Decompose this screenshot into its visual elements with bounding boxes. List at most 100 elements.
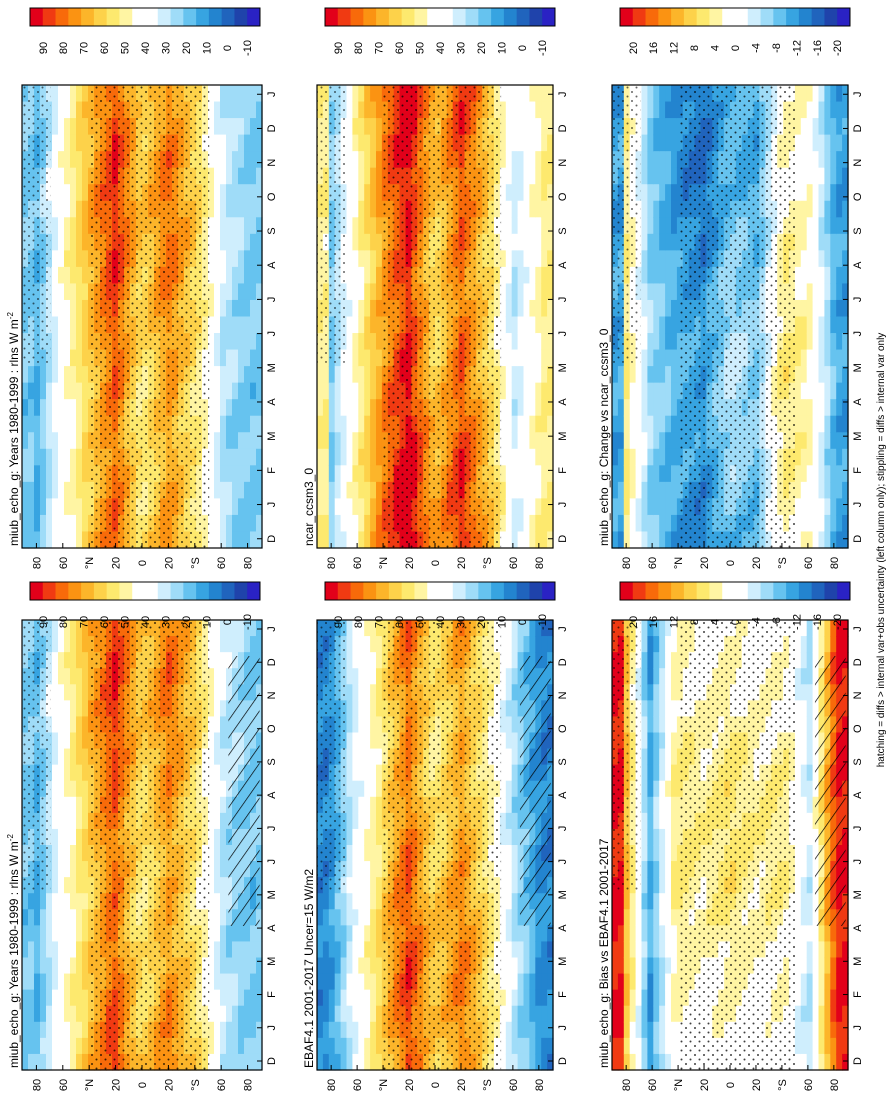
heatmap-cell: [623, 382, 631, 400]
heatmap-cell: [58, 134, 65, 152]
heatmap-cell: [499, 780, 507, 798]
heatmap-cell: [523, 349, 530, 367]
heatmap-cell: [523, 432, 530, 450]
heatmap-cell: [64, 184, 71, 202]
heatmap-cell: [334, 514, 342, 533]
heatmap-cell: [517, 200, 525, 218]
heatmap-cell: [612, 465, 619, 483]
heatmap-cell: [208, 415, 215, 433]
heatmap-cell: [52, 85, 59, 103]
heatmap-cell: [505, 957, 513, 975]
heatmap-cell: [352, 973, 359, 991]
heatmap-cell: [52, 498, 59, 516]
heatmap-cell: [226, 250, 233, 268]
heatmap-cell: [523, 415, 530, 433]
heatmap-cell: [220, 266, 227, 285]
heatmap-cell: [505, 1037, 513, 1055]
heatmap-cell: [370, 796, 377, 814]
heatmap-cell: [58, 716, 65, 734]
lat-tick-label: 60: [58, 1079, 70, 1091]
heatmap-cell: [256, 151, 263, 169]
heatmap-cell: [517, 531, 525, 549]
heatmap-cell: [317, 498, 324, 516]
heatmap-cell: [665, 184, 672, 202]
heatmap-cell: [352, 233, 359, 251]
month-tick-label: F: [266, 467, 278, 474]
heatmap-cell: [40, 1053, 47, 1071]
heatmap-cell: [364, 748, 371, 766]
heatmap-cell: [34, 514, 41, 533]
heatmap-cell: [665, 233, 672, 251]
heatmap-cell: [511, 845, 519, 862]
heatmap-cell: [82, 415, 89, 433]
heatmap-cell: [226, 134, 233, 152]
heatmap-cell: [547, 620, 554, 637]
heatmap-cell: [70, 151, 77, 169]
heatmap-cell: [653, 283, 660, 301]
heatmap-cell: [535, 382, 542, 400]
heatmap-cell: [647, 399, 654, 417]
heatmap-cell: [340, 481, 348, 499]
heatmap-cell: [671, 266, 678, 285]
heatmap-cell: [76, 382, 83, 400]
heatmap-cell: [523, 233, 530, 251]
heatmap-cell: [244, 382, 251, 400]
heatmap-cell: [34, 989, 41, 1007]
heatmap-cell: [647, 283, 654, 301]
heatmap-cell: [665, 151, 672, 169]
lat-tick-label: °N: [378, 1079, 390, 1091]
heatmap-cell: [340, 1021, 348, 1039]
heatmap-cell: [523, 366, 530, 384]
heatmap-cell: [52, 989, 59, 1007]
heatmap-cell: [541, 283, 548, 301]
heatmap-cell: [46, 941, 53, 959]
heatmap-cell: [208, 233, 215, 251]
heatmap-cell: [547, 349, 554, 367]
heatmap-cell: [226, 382, 233, 400]
heatmap-cell: [499, 101, 507, 119]
lat-tick-label: 60: [508, 1079, 520, 1091]
heatmap-cell: [244, 989, 251, 1007]
heatmap-cell: [214, 448, 221, 466]
month-tick-label: N: [557, 691, 569, 699]
heatmap-cell: [64, 1021, 71, 1039]
heatmap-cell: [511, 250, 519, 268]
heatmap-cell: [328, 531, 336, 549]
heatmap-cell: [529, 1021, 536, 1039]
month-tick-label: N: [266, 159, 278, 167]
heatmap-cell: [58, 85, 65, 103]
heatmap-cell: [352, 333, 359, 351]
stippling: [317, 620, 346, 890]
heatmap-cell: [659, 134, 666, 152]
heatmap-cell: [238, 134, 245, 152]
heatmap-cell: [671, 399, 678, 417]
heatmap-cell: [58, 700, 65, 718]
heatmap-cell: [208, 399, 215, 417]
heatmap-cell: [214, 716, 221, 734]
heatmap-cell: [232, 134, 239, 152]
heatmap-cell: [82, 732, 89, 750]
heatmap-cell: [511, 349, 519, 367]
heatmap-cell: [629, 498, 637, 516]
month-tick-label: O: [266, 192, 278, 201]
heatmap-cell: [328, 399, 336, 417]
heatmap-cell: [76, 861, 83, 878]
heatmap-cell: [370, 620, 377, 637]
heatmap-cell: [250, 925, 257, 943]
heatmap-cell: [523, 217, 530, 235]
heatmap-cell: [647, 200, 654, 218]
heatmap-cell: [46, 1005, 53, 1023]
heatmap-cell: [256, 366, 263, 384]
heatmap-cell: [220, 909, 227, 926]
heatmap-cell: [346, 266, 353, 285]
heatmap-cell: [358, 652, 365, 669]
heatmap-cell: [535, 399, 542, 417]
heatmap-cell: [256, 316, 263, 334]
heatmap-cell: [238, 1037, 245, 1055]
heatmap-cell: [517, 333, 525, 351]
heatmap-cell: [220, 732, 227, 750]
heatmap-cell: [214, 415, 221, 433]
heatmap-cell: [352, 299, 359, 318]
heatmap-cell: [511, 366, 519, 384]
heatmap-cell: [214, 700, 221, 718]
